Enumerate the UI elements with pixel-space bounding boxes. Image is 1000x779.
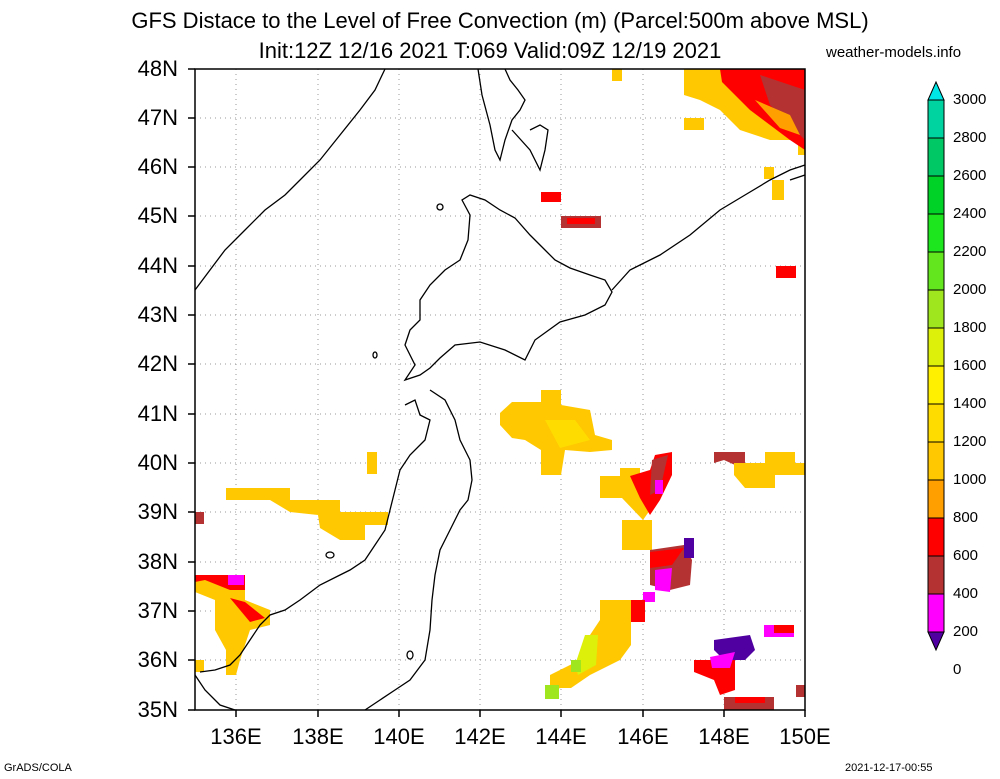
colorbar-label: 200 bbox=[953, 623, 979, 640]
lon-label-146e: 146E bbox=[617, 724, 669, 749]
colorbar-label: 2200 bbox=[953, 243, 987, 260]
lon-label-138e: 138E bbox=[292, 724, 344, 749]
colorbar-label: 2000 bbox=[953, 281, 987, 298]
lon-label-144e: 144E bbox=[535, 724, 587, 749]
lat-label-42n: 42N bbox=[137, 351, 178, 376]
map-frame bbox=[194, 68, 806, 711]
lat-label-46n: 46N bbox=[137, 154, 178, 179]
colorbar-label: 2800 bbox=[953, 129, 987, 146]
colorbar-label: 1800 bbox=[953, 319, 987, 336]
lfc-shading bbox=[195, 69, 805, 710]
colorbar-label: 1200 bbox=[953, 433, 987, 450]
lat-label-44n: 44N bbox=[137, 253, 178, 278]
map-grid bbox=[195, 69, 805, 710]
lon-label-150e: 150E bbox=[779, 724, 831, 749]
lat-label-37n: 37N bbox=[137, 598, 178, 623]
colorbar-label: 2400 bbox=[953, 205, 987, 222]
colorbar-label: 0 bbox=[953, 661, 962, 678]
colorbar-label: 1000 bbox=[953, 471, 987, 488]
axis-ticks bbox=[188, 68, 806, 717]
footer-grads-cola: GrADS/COLA bbox=[4, 762, 72, 774]
colorbar-label: 800 bbox=[953, 509, 979, 526]
lon-label-148e: 148E bbox=[698, 724, 750, 749]
coastline bbox=[194, 68, 806, 711]
colorbar-label: 1600 bbox=[953, 357, 987, 374]
lat-label-36n: 36N bbox=[137, 647, 178, 672]
colorbar-label: 600 bbox=[953, 547, 979, 564]
lat-label-35n: 35N bbox=[137, 697, 178, 722]
lat-label-45n: 45N bbox=[137, 203, 178, 228]
lon-label-140e: 140E bbox=[373, 724, 425, 749]
colorbar-label: 2600 bbox=[953, 167, 987, 184]
lat-label-47n: 47N bbox=[137, 105, 178, 130]
colorbar-label: 1400 bbox=[953, 395, 987, 412]
lat-label-38n: 38N bbox=[137, 549, 178, 574]
lon-label-136e: 136E bbox=[210, 724, 262, 749]
title-line-1: GFS Distace to the Level of Free Convect… bbox=[131, 8, 869, 33]
title-line-2: Init:12Z 12/16 2021 T:069 Valid:09Z 12/1… bbox=[258, 38, 722, 63]
lat-label-41n: 41N bbox=[137, 401, 178, 426]
lat-label-48n: 48N bbox=[137, 56, 178, 81]
lat-label-39n: 39N bbox=[137, 499, 178, 524]
site-label: weather-models.info bbox=[826, 44, 962, 61]
lat-label-40n: 40N bbox=[137, 450, 178, 475]
lat-label-43n: 43N bbox=[137, 302, 178, 327]
colorbar-label: 400 bbox=[953, 585, 979, 602]
lon-label-142e: 142E bbox=[454, 724, 506, 749]
colorbar-label: 3000 bbox=[953, 91, 987, 108]
footer-timestamp: 2021-12-17-00:55 bbox=[845, 762, 933, 774]
